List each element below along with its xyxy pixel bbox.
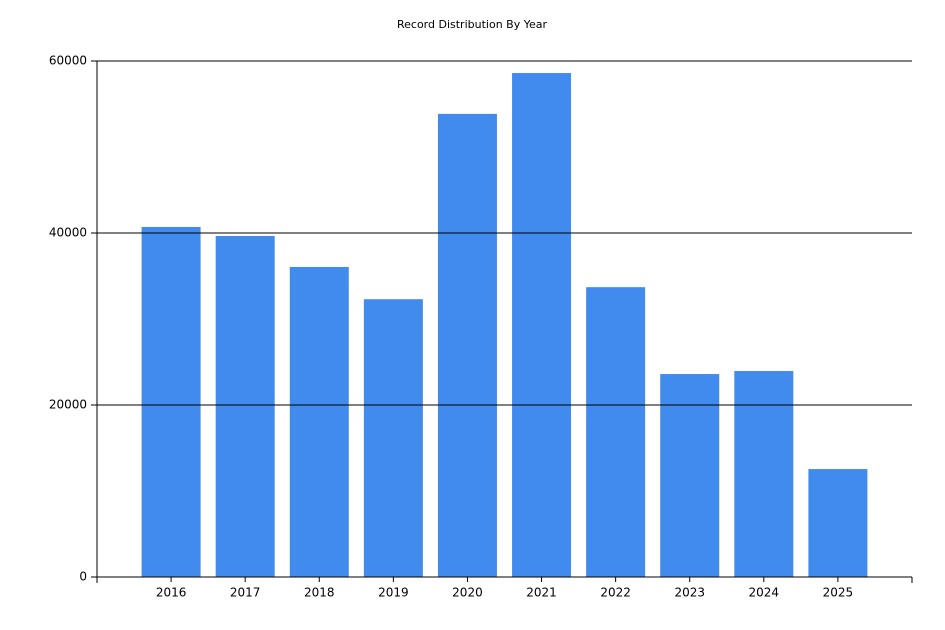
x-tick-label: 2025 xyxy=(823,586,854,600)
chart-title: Record Distribution By Year xyxy=(397,18,547,31)
y-tick-label: 60000 xyxy=(49,54,87,68)
x-tick-label: 2023 xyxy=(674,586,705,600)
bar xyxy=(512,73,572,577)
x-tick-label: 2019 xyxy=(378,586,409,600)
bar xyxy=(215,236,275,577)
x-tick-label: 2022 xyxy=(600,586,631,600)
bar xyxy=(586,287,646,577)
bar xyxy=(141,226,201,578)
bar xyxy=(289,266,349,577)
bar xyxy=(437,113,497,577)
y-tick-label: 40000 xyxy=(49,226,87,240)
x-tick-label: 2018 xyxy=(304,586,335,600)
x-tick-label: 2020 xyxy=(452,586,483,600)
x-tick-label: 2024 xyxy=(749,586,780,600)
x-tick-label: 2017 xyxy=(230,586,261,600)
y-tick-label: 20000 xyxy=(49,398,87,412)
y-tick-label: 0 xyxy=(79,570,87,584)
bar xyxy=(363,299,423,577)
bar xyxy=(734,371,794,577)
bar xyxy=(660,374,720,577)
x-tick-label: 2021 xyxy=(526,586,557,600)
x-tick-label: 2016 xyxy=(156,586,187,600)
bar xyxy=(808,469,868,577)
